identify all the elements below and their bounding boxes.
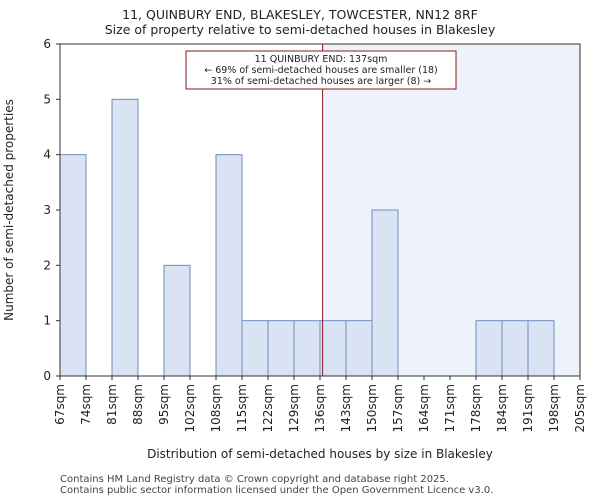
x-tick-label: 184sqm xyxy=(495,384,509,432)
histogram-bar xyxy=(267,320,295,377)
histogram-bar xyxy=(501,320,529,377)
x-axis-title: Distribution of semi-detached houses by … xyxy=(147,447,493,461)
x-tick-label: 88sqm xyxy=(131,384,145,425)
histogram-bar xyxy=(241,320,269,377)
annotation-line-1: 11 QUINBURY END: 137sqm xyxy=(255,54,388,65)
x-tick-label: 150sqm xyxy=(365,384,379,432)
annotation-line-3: 31% of semi-detached houses are larger (… xyxy=(211,76,431,87)
chart-title-line2: Size of property relative to semi-detach… xyxy=(104,22,496,37)
x-tick-label: 143sqm xyxy=(339,384,353,432)
x-tick-label: 164sqm xyxy=(417,384,431,432)
y-tick-label: 5 xyxy=(43,92,51,106)
x-tick-label: 205sqm xyxy=(573,384,587,432)
x-tick-label: 67sqm xyxy=(53,384,67,425)
y-tick-label: 0 xyxy=(43,369,51,383)
x-tick-label: 178sqm xyxy=(469,384,483,432)
chart-title-line1: 11, QUINBURY END, BLAKESLEY, TOWCESTER, … xyxy=(122,7,478,22)
histogram-bar xyxy=(475,320,503,377)
x-tick-label: 136sqm xyxy=(313,384,327,432)
y-tick-label: 3 xyxy=(43,203,51,217)
footer-licence: Contains public sector information licen… xyxy=(60,485,494,496)
x-tick-label: 122sqm xyxy=(261,384,275,432)
histogram-bar xyxy=(345,320,373,377)
annotation-box xyxy=(185,50,457,90)
x-tick-label: 115sqm xyxy=(235,384,249,432)
x-tick-label: 102sqm xyxy=(183,384,197,432)
y-tick-label: 6 xyxy=(43,37,51,51)
x-tick-label: 157sqm xyxy=(391,384,405,432)
x-tick-label: 129sqm xyxy=(287,384,301,432)
x-tick-label: 108sqm xyxy=(209,384,223,432)
histogram-bar xyxy=(371,209,399,377)
histogram-bar xyxy=(293,320,321,377)
x-tick-label: 74sqm xyxy=(79,384,93,425)
histogram-bar xyxy=(111,98,139,377)
x-tick-label: 171sqm xyxy=(443,384,457,432)
histogram-bar xyxy=(163,264,191,377)
x-tick-label: 95sqm xyxy=(157,384,171,425)
x-tick-label: 81sqm xyxy=(105,384,119,425)
x-tick-label: 191sqm xyxy=(521,384,535,432)
histogram-bar xyxy=(59,154,87,377)
histogram-bar xyxy=(319,320,347,377)
footer-copyright: Contains HM Land Registry data © Crown c… xyxy=(60,474,449,485)
histogram-bar xyxy=(215,154,243,377)
y-tick-label: 4 xyxy=(43,148,51,162)
x-tick-label: 198sqm xyxy=(547,384,561,432)
y-axis-title: Number of semi-detached properties xyxy=(2,99,16,321)
histogram-bar xyxy=(527,320,555,377)
y-tick-label: 2 xyxy=(43,258,51,272)
y-tick-label: 1 xyxy=(43,314,51,328)
annotation-line-2: ← 69% of semi-detached houses are smalle… xyxy=(204,65,438,76)
